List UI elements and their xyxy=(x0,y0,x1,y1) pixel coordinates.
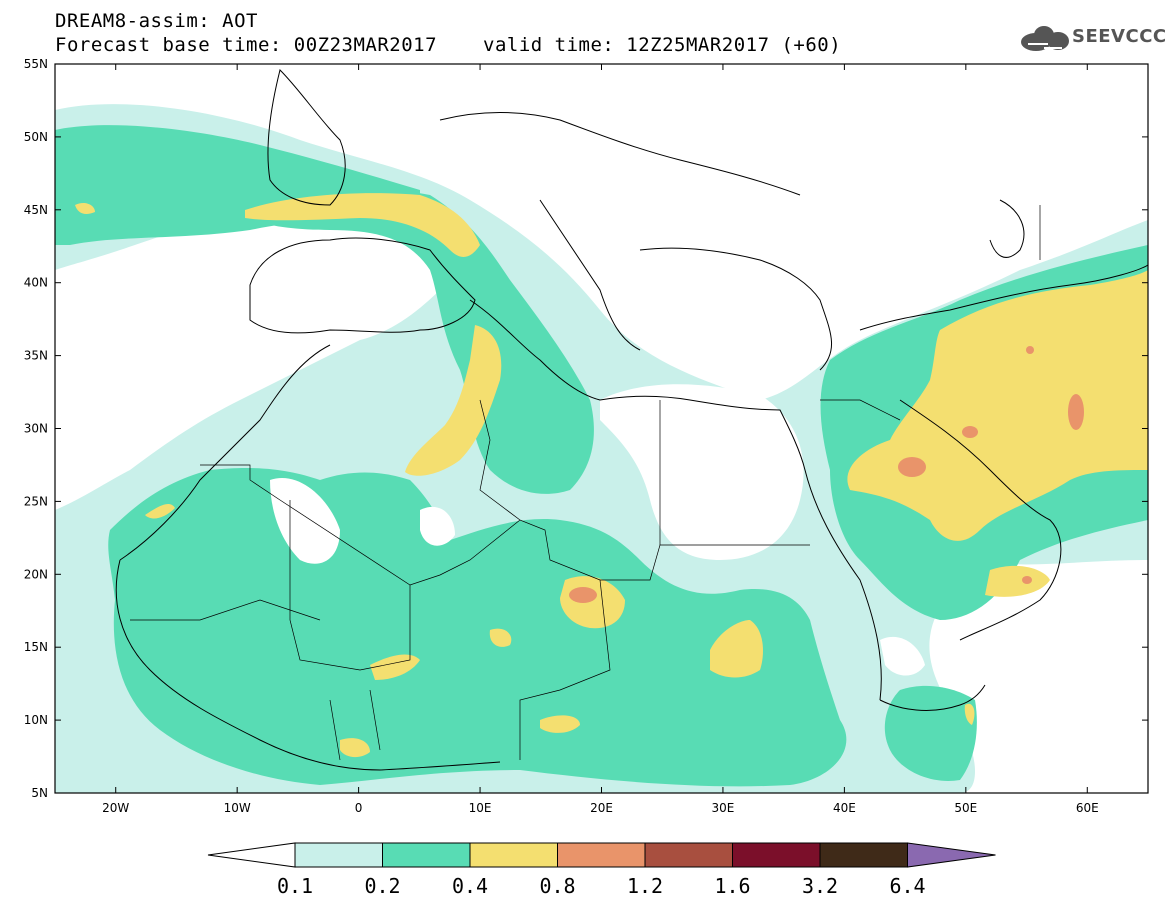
colorbar-label: 3.2 xyxy=(802,874,838,898)
colorbar: 0.1 0.2 0.4 0.8 1.2 1.6 3.2 6.4 xyxy=(207,842,996,898)
colorbar-label: 0.4 xyxy=(452,874,488,898)
aot-clear-patches xyxy=(270,384,925,676)
valid-time: valid time: 12Z25MAR2017 (+60) xyxy=(483,34,842,56)
lon-label: 50E xyxy=(954,801,977,815)
lon-label: 20E xyxy=(590,801,613,815)
lon-label: 10E xyxy=(469,801,492,815)
colorbar-lower-arrow xyxy=(207,842,296,868)
lat-label: 10N xyxy=(24,713,48,727)
lon-label: 40E xyxy=(833,801,856,815)
seevccc-logo xyxy=(1021,26,1069,51)
colorbar-label: 6.4 xyxy=(889,874,925,898)
lon-label: 60E xyxy=(1076,801,1099,815)
lon-label: 0 xyxy=(355,801,363,815)
lon-label: 10W xyxy=(224,801,251,815)
colorbar-swatch xyxy=(294,842,383,868)
lat-label: 30N xyxy=(24,422,48,436)
axis-ticks xyxy=(55,63,1148,794)
colorbar-swatch xyxy=(557,842,646,868)
lat-label: 40N xyxy=(24,276,48,290)
map-title: DREAM8-assim: AOT xyxy=(55,10,258,32)
aot-level-0.8 xyxy=(569,346,1084,603)
lon-label: 30E xyxy=(712,801,735,815)
lat-label: 25N xyxy=(24,494,48,508)
lat-label: 15N xyxy=(24,640,48,654)
colorbar-label: 0.2 xyxy=(364,874,400,898)
logo-text: SEEVCCC xyxy=(1072,26,1165,47)
colorbar-label: 1.6 xyxy=(714,874,750,898)
colorbar-label: 0.1 xyxy=(277,874,313,898)
lat-label: 50N xyxy=(24,130,48,144)
colorbar-swatch xyxy=(382,842,471,868)
colorbar-swatch xyxy=(644,842,733,868)
colorbar-upper-arrow xyxy=(907,842,996,868)
forecast-base-time: Forecast base time: 00Z23MAR2017 xyxy=(55,34,438,56)
lat-label: 55N xyxy=(24,57,48,71)
cloud-icon xyxy=(1021,26,1069,51)
coastlines xyxy=(115,69,1148,771)
colorbar-swatch xyxy=(732,842,821,868)
aot-field xyxy=(55,104,1148,793)
lon-label: 20W xyxy=(102,801,129,815)
colorbar-label: 0.8 xyxy=(539,874,575,898)
lat-label: 45N xyxy=(24,203,48,217)
colorbar-swatch xyxy=(469,842,558,868)
longitude-labels: 20W 10W 0 10E 20E 30E 40E 50E 60E xyxy=(102,801,1099,815)
lat-label: 20N xyxy=(24,567,48,581)
borders xyxy=(130,205,1041,761)
lat-label: 5N xyxy=(31,786,48,800)
colorbar-label: 1.2 xyxy=(627,874,663,898)
colorbar-swatch xyxy=(819,842,908,868)
lat-label: 35N xyxy=(24,349,48,363)
latitude-labels: 55N 50N 45N 40N 35N 30N 25N 20N 15N 10N 5N xyxy=(24,57,48,800)
